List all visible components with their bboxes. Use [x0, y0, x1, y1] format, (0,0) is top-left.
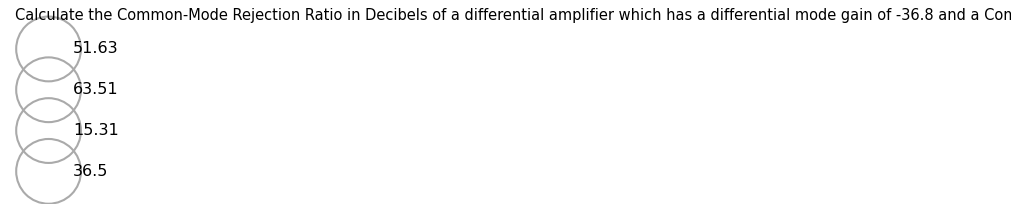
Text: 63.51: 63.51	[73, 82, 118, 97]
Text: 36.5: 36.5	[73, 164, 108, 179]
Text: 51.63: 51.63	[73, 41, 118, 57]
Text: 15.31: 15.31	[73, 123, 118, 138]
Text: Calculate the Common-Mode Rejection Ratio in Decibels of a differential amplifie: Calculate the Common-Mode Rejection Rati…	[15, 8, 1011, 23]
